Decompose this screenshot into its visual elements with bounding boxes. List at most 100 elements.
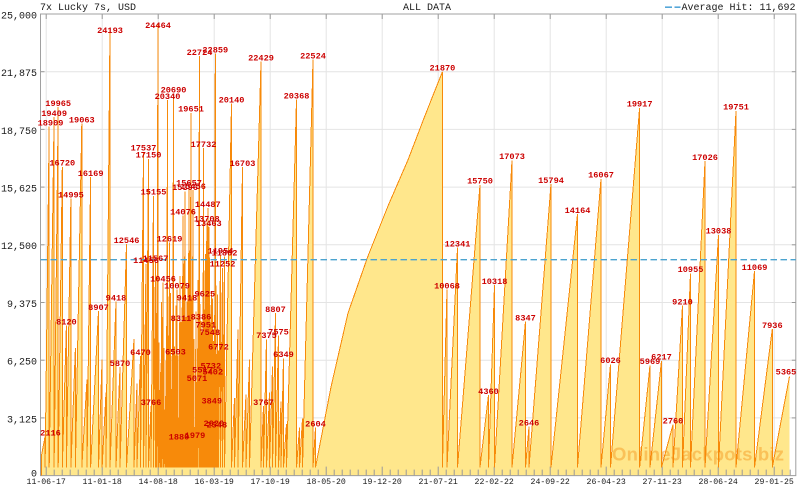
svg-text:19751: 19751 <box>723 103 749 113</box>
svg-text:2604: 2604 <box>305 419 326 429</box>
svg-text:9418: 9418 <box>106 294 127 304</box>
svg-text:18,750: 18,750 <box>1 127 37 138</box>
svg-text:7x Lucky 7s, USD: 7x Lucky 7s, USD <box>40 2 136 14</box>
svg-text:7375: 7375 <box>256 331 277 341</box>
svg-text:22-02-22: 22-02-22 <box>475 478 514 487</box>
svg-text:2116: 2116 <box>40 428 61 438</box>
svg-text:14-08-18: 14-08-18 <box>139 478 178 487</box>
svg-text:18909: 18909 <box>38 118 64 128</box>
svg-text:11-01-18: 11-01-18 <box>83 478 122 487</box>
svg-text:2548: 2548 <box>206 420 227 430</box>
svg-text:8120: 8120 <box>56 318 77 328</box>
svg-text:29-01-25: 29-01-25 <box>755 478 794 487</box>
svg-text:5870: 5870 <box>110 359 131 369</box>
svg-text:9418: 9418 <box>177 294 198 304</box>
svg-text:19063: 19063 <box>69 115 95 125</box>
svg-text:15750: 15750 <box>467 177 493 187</box>
svg-text:19965: 19965 <box>45 99 71 109</box>
svg-text:15,625: 15,625 <box>1 185 37 196</box>
svg-text:15456: 15456 <box>180 182 206 192</box>
svg-text:2760: 2760 <box>663 416 684 426</box>
svg-text:1880: 1880 <box>169 433 190 443</box>
svg-text:17537: 17537 <box>131 144 157 154</box>
svg-text:10068: 10068 <box>434 282 460 292</box>
svg-text:21870: 21870 <box>430 64 456 74</box>
svg-text:5969: 5969 <box>640 357 661 367</box>
svg-text:8386: 8386 <box>191 313 212 323</box>
svg-text:15155: 15155 <box>141 188 167 198</box>
svg-text:11-06-17: 11-06-17 <box>27 478 66 487</box>
svg-text:6772: 6772 <box>208 342 229 352</box>
svg-text:5517: 5517 <box>192 366 213 376</box>
svg-text:19651: 19651 <box>178 105 204 115</box>
svg-text:7575: 7575 <box>268 328 289 338</box>
svg-text:5071: 5071 <box>187 374 208 384</box>
svg-text:1979: 1979 <box>185 431 206 441</box>
svg-text:19-12-20: 19-12-20 <box>363 478 402 487</box>
svg-text:22859: 22859 <box>202 45 228 55</box>
svg-text:16067: 16067 <box>588 171 614 181</box>
svg-text:5365: 5365 <box>776 368 797 378</box>
svg-text:Average Hit: 11,692: Average Hit: 11,692 <box>681 2 795 14</box>
svg-text:3,125: 3,125 <box>7 415 37 426</box>
svg-text:19917: 19917 <box>627 100 653 110</box>
svg-text:22524: 22524 <box>300 52 326 62</box>
svg-text:14487: 14487 <box>195 200 221 210</box>
svg-text:2620: 2620 <box>203 419 224 429</box>
svg-text:0: 0 <box>31 469 37 480</box>
svg-text:17-10-19: 17-10-19 <box>251 478 290 487</box>
svg-text:18-05-20: 18-05-20 <box>307 478 346 487</box>
svg-text:10955: 10955 <box>678 265 704 275</box>
svg-text:19409: 19409 <box>41 109 67 119</box>
svg-text:8907: 8907 <box>88 303 109 313</box>
svg-text:16703: 16703 <box>230 159 256 169</box>
svg-text:6349: 6349 <box>273 350 294 360</box>
svg-text:20690: 20690 <box>161 85 187 95</box>
svg-text:21-07-21: 21-07-21 <box>419 478 458 487</box>
svg-text:15794: 15794 <box>538 176 564 186</box>
svg-text:11954: 11954 <box>208 247 234 257</box>
svg-text:6026: 6026 <box>600 356 621 366</box>
svg-text:4360: 4360 <box>478 387 499 397</box>
svg-text:12,500: 12,500 <box>1 242 37 253</box>
svg-text:7951: 7951 <box>195 321 216 331</box>
svg-text:9210: 9210 <box>672 297 693 307</box>
svg-text:OnlineJackpots.biz: OnlineJackpots.biz <box>612 444 784 465</box>
svg-text:27-11-23: 27-11-23 <box>643 478 682 487</box>
svg-text:16-03-19: 16-03-19 <box>195 478 234 487</box>
svg-text:ALL DATA: ALL DATA <box>403 3 451 14</box>
svg-text:21,875: 21,875 <box>1 69 37 80</box>
svg-text:7936: 7936 <box>762 321 783 331</box>
svg-text:11069: 11069 <box>742 263 768 273</box>
svg-text:3766: 3766 <box>141 398 162 408</box>
svg-text:20340: 20340 <box>155 92 181 102</box>
svg-text:13463: 13463 <box>196 219 222 229</box>
svg-text:6470: 6470 <box>130 348 151 358</box>
svg-text:15396: 15396 <box>172 183 198 193</box>
svg-text:24193: 24193 <box>97 26 123 36</box>
svg-text:6,250: 6,250 <box>7 358 37 369</box>
svg-text:16720: 16720 <box>49 159 75 169</box>
svg-text:6503: 6503 <box>165 347 186 357</box>
svg-text:2646: 2646 <box>519 419 540 429</box>
svg-text:22429: 22429 <box>248 53 274 63</box>
svg-text:11456: 11456 <box>133 256 159 266</box>
svg-text:16169: 16169 <box>78 169 104 179</box>
svg-text:10318: 10318 <box>482 277 508 287</box>
svg-text:10079: 10079 <box>164 281 190 291</box>
svg-text:12619: 12619 <box>157 234 183 244</box>
svg-text:12341: 12341 <box>445 240 471 250</box>
svg-text:6217: 6217 <box>651 353 672 363</box>
svg-text:20368: 20368 <box>284 91 310 101</box>
svg-text:17026: 17026 <box>692 153 718 163</box>
svg-text:9,375: 9,375 <box>7 300 37 311</box>
svg-text:10456: 10456 <box>150 274 176 284</box>
svg-text:5402: 5402 <box>202 368 223 378</box>
svg-text:8347: 8347 <box>515 313 536 323</box>
svg-text:24-09-22: 24-09-22 <box>531 478 570 487</box>
svg-text:13708: 13708 <box>194 214 220 224</box>
svg-text:8807: 8807 <box>265 305 286 315</box>
svg-text:9625: 9625 <box>194 290 215 300</box>
svg-text:24464: 24464 <box>145 21 171 31</box>
svg-text:25,000: 25,000 <box>1 11 37 22</box>
